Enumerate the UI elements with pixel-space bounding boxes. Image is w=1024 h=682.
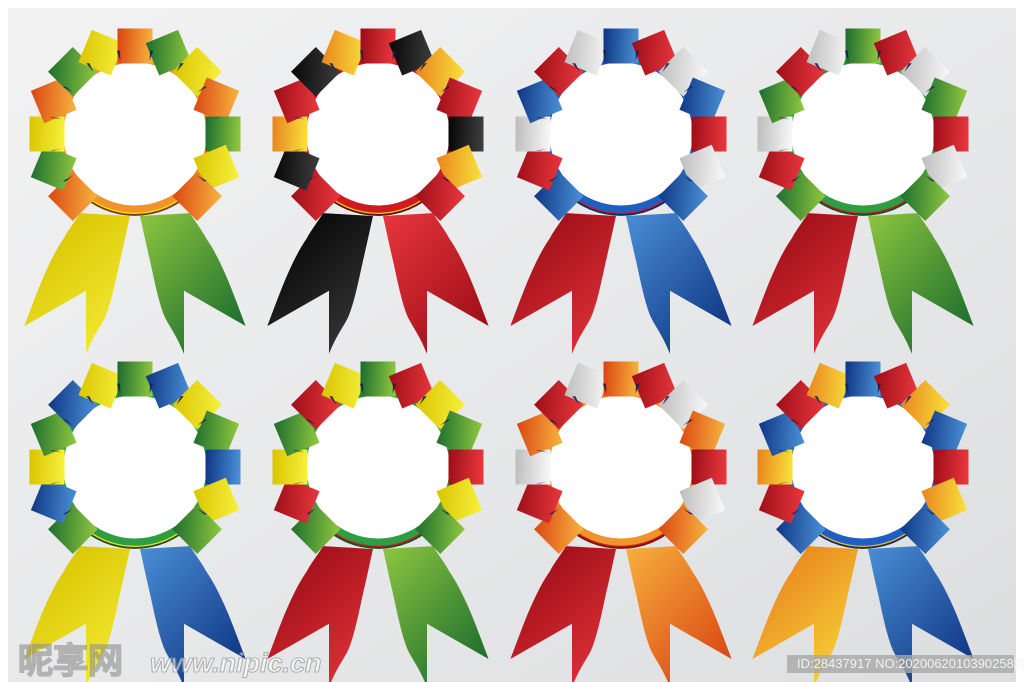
svg-text:昵享网: 昵享网 [18,642,123,681]
svg-text:www.nipic.cn: www.nipic.cn [150,648,322,678]
svg-text:ID:28437917 NO:202006201039025: ID:28437917 NO:20200620103902582033 [797,656,1024,671]
